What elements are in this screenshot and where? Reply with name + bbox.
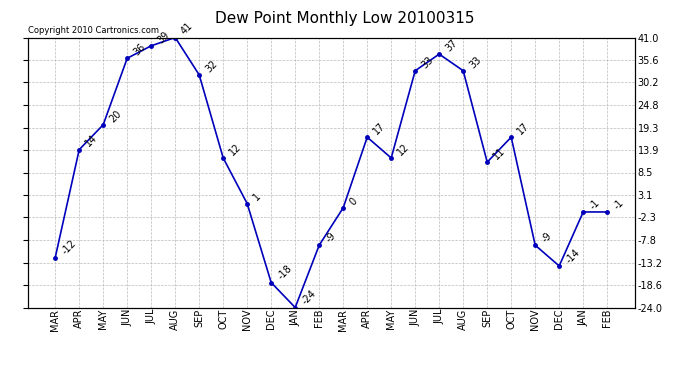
Text: 32: 32 <box>204 58 219 74</box>
Text: -18: -18 <box>275 264 293 282</box>
Text: -1: -1 <box>587 197 601 211</box>
Text: 41: 41 <box>179 21 195 37</box>
Text: 20: 20 <box>108 108 124 124</box>
Text: Dew Point Monthly Low 20100315: Dew Point Monthly Low 20100315 <box>215 11 475 26</box>
Text: -9: -9 <box>324 231 337 244</box>
Text: 14: 14 <box>83 133 99 149</box>
Text: 17: 17 <box>515 121 531 136</box>
Text: -24: -24 <box>299 288 317 307</box>
Text: 36: 36 <box>131 42 147 57</box>
Text: 33: 33 <box>420 54 435 70</box>
Text: 33: 33 <box>467 54 483 70</box>
Text: -9: -9 <box>540 231 553 244</box>
Text: 39: 39 <box>155 29 171 45</box>
Text: 12: 12 <box>395 141 411 157</box>
Text: 17: 17 <box>371 121 387 136</box>
Text: 11: 11 <box>491 146 507 161</box>
Text: -1: -1 <box>611 197 625 211</box>
Text: 12: 12 <box>228 141 243 157</box>
Text: Copyright 2010 Cartronics.com: Copyright 2010 Cartronics.com <box>28 26 159 35</box>
Text: 37: 37 <box>444 38 459 53</box>
Text: 0: 0 <box>347 196 359 207</box>
Text: -12: -12 <box>59 238 78 257</box>
Text: 1: 1 <box>251 192 263 203</box>
Text: -14: -14 <box>563 247 582 265</box>
